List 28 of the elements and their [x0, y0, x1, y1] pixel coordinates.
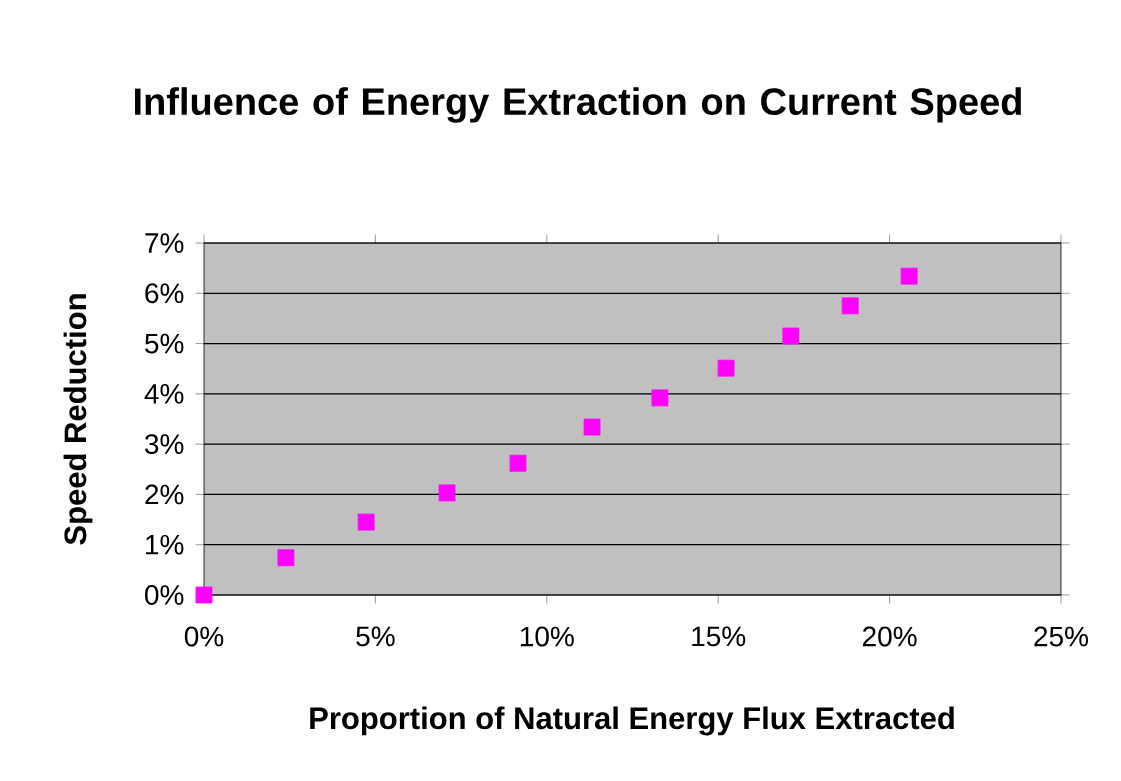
y-tick-label: 2% [145, 484, 184, 505]
chart-title: Influence of Energy Extraction on Current Speed [135, 87, 1021, 123]
point [583, 418, 601, 436]
y-tick-label: 6% [145, 283, 184, 304]
point [195, 586, 213, 604]
y-tick-label: 3% [145, 434, 184, 455]
y-tick-label: 4% [144, 384, 184, 404]
point [782, 327, 800, 345]
x-tick-label: 0% [184, 626, 224, 647]
point [651, 389, 669, 407]
y-tick-label: 5% [145, 333, 184, 354]
point [277, 549, 295, 567]
x-tick-label: 10% [520, 626, 574, 647]
y-axis-title: Speed Reduction [63, 294, 93, 545]
point [900, 267, 918, 285]
y-tick-label: 0% [145, 585, 184, 605]
x-tick-label: 5% [356, 626, 395, 647]
x-axis-title: Proportion of Natural Energy Flux Extracted [310, 706, 954, 736]
x-tick-label: 25% [1034, 626, 1089, 647]
point [357, 513, 375, 531]
y-tick-label: 7% [145, 233, 184, 253]
point [717, 359, 735, 377]
x-tick-label: 20% [862, 626, 917, 647]
point [509, 454, 527, 472]
x-tick-label: 15% [692, 626, 746, 647]
y-tick-label: 1% [146, 534, 184, 555]
point [438, 484, 456, 502]
point [841, 297, 859, 315]
